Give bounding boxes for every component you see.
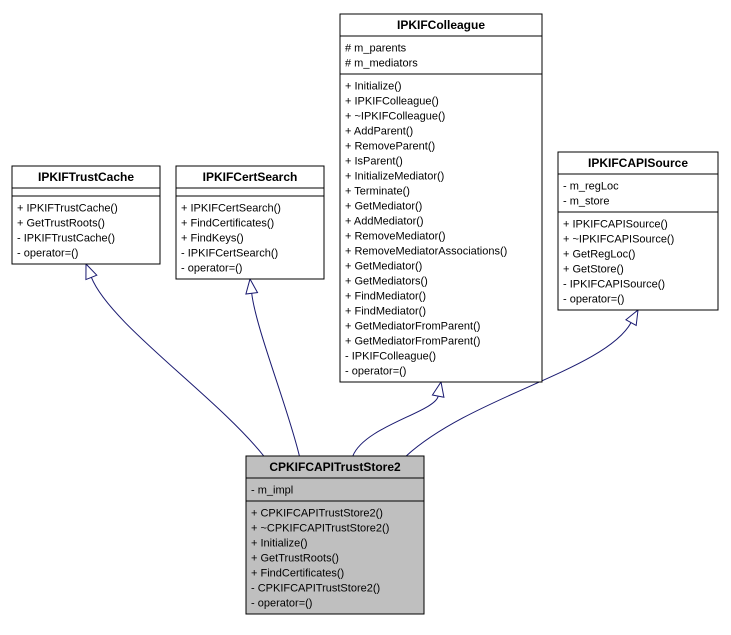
class-member: + GetTrustRoots(): [251, 552, 339, 564]
class-member: - operator=(): [181, 262, 242, 274]
inheritance-arrowhead: [86, 264, 97, 280]
class-title: CPKIFCAPITrustStore2: [269, 460, 401, 474]
class-member: + InitializeMediator(): [345, 170, 444, 182]
class-member: # m_mediators: [345, 57, 418, 69]
class-member: + ~IPKIFCAPISource(): [563, 233, 674, 245]
class-member: + RemoveParent(): [345, 140, 435, 152]
class-title: IPKIFCAPISource: [588, 156, 688, 170]
class-member: + AddMediator(): [345, 215, 424, 227]
class-member: - operator=(): [345, 365, 406, 377]
inheritance-arrowhead: [432, 382, 443, 397]
class-title: IPKIFColleague: [397, 18, 485, 32]
class-member: - m_regLoc: [563, 180, 619, 192]
class-member: + IPKIFTrustCache(): [17, 202, 118, 214]
class-member: + GetTrustRoots(): [17, 217, 105, 229]
class-member: + IsParent(): [345, 155, 403, 167]
class-member: - operator=(): [251, 597, 312, 609]
class-member: + Initialize(): [251, 537, 308, 549]
class-member: - IPKIFColleague(): [345, 350, 436, 362]
class-member: + ~IPKIFColleague(): [345, 110, 445, 122]
class-certsearch: IPKIFCertSearch + IPKIFCertSearch() + Find…: [176, 166, 324, 279]
class-member: + Terminate(): [345, 185, 410, 197]
class-member: - operator=(): [17, 247, 78, 259]
class-trustcache: IPKIFTrustCache + IPKIFTrustCache() + GetT…: [12, 166, 160, 264]
class-member: + FindMediator(): [345, 290, 426, 302]
class-member: + ~CPKIFCAPITrustStore2(): [251, 522, 389, 534]
class-member: + FindCertificates(): [181, 217, 274, 229]
class-member: + IPKIFCAPISource(): [563, 218, 668, 230]
class-colleague: IPKIFColleague # m_parents # m_mediators + …: [340, 14, 542, 382]
class-member: # m_parents: [345, 42, 407, 54]
class-member: + FindKeys(): [181, 232, 244, 244]
class-member: + GetStore(): [563, 263, 624, 275]
inheritance-arrowhead: [626, 310, 638, 325]
class-member: - m_impl: [251, 484, 293, 496]
class-member: + RemoveMediator(): [345, 230, 446, 242]
class-member: + CPKIFCAPITrustStore2(): [251, 507, 383, 519]
class-title: IPKIFCertSearch: [203, 170, 298, 184]
class-title: IPKIFTrustCache: [38, 170, 134, 184]
class-member: + Initialize(): [345, 80, 402, 92]
class-member: + IPKIFColleague(): [345, 95, 439, 107]
class-member: + AddParent(): [345, 125, 413, 137]
class-member: - IPKIFCAPISource(): [563, 278, 665, 290]
inheritance-edge: [91, 277, 263, 456]
class-member: + GetMediator(): [345, 200, 422, 212]
class-member: - IPKIFTrustCache(): [17, 232, 115, 244]
class-member: - IPKIFCertSearch(): [181, 247, 278, 259]
class-member: - CPKIFCAPITrustStore2(): [251, 582, 380, 594]
inheritance-edge: [252, 293, 300, 456]
inheritance-edge: [353, 396, 438, 456]
class-member: + IPKIFCertSearch(): [181, 202, 281, 214]
class-member: + GetMediatorFromParent(): [345, 320, 480, 332]
class-member: - operator=(): [563, 293, 624, 305]
class-member: + GetRegLoc(): [563, 248, 635, 260]
class-member: + FindMediator(): [345, 305, 426, 317]
class-truststore2: CPKIFCAPITrustStore2 - m_impl + CPKIFCAPIT…: [246, 456, 424, 614]
class-capisource: IPKIFCAPISource - m_regLoc - m_store + IPKI…: [558, 152, 718, 310]
inheritance-arrowhead: [246, 279, 258, 294]
class-member: + RemoveMediatorAssociations(): [345, 245, 507, 257]
class-member: + GetMediator(): [345, 260, 422, 272]
class-member: + GetMediatorFromParent(): [345, 335, 480, 347]
class-member: + FindCertificates(): [251, 567, 344, 579]
class-member: + GetMediators(): [345, 275, 428, 287]
class-member: - m_store: [563, 195, 609, 207]
